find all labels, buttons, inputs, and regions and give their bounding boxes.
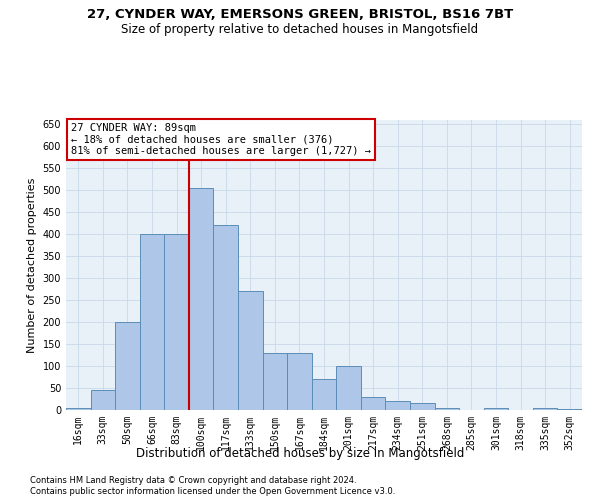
Bar <box>336 366 361 410</box>
Bar <box>189 188 214 410</box>
Bar <box>263 353 287 410</box>
Bar <box>115 322 140 410</box>
Bar <box>361 397 385 410</box>
Bar <box>140 234 164 410</box>
Bar <box>434 408 459 410</box>
Text: 27, CYNDER WAY, EMERSONS GREEN, BRISTOL, BS16 7BT: 27, CYNDER WAY, EMERSONS GREEN, BRISTOL,… <box>87 8 513 20</box>
Bar <box>312 379 336 410</box>
Bar <box>238 292 263 410</box>
Bar <box>287 353 312 410</box>
Bar <box>385 401 410 410</box>
Bar <box>557 409 582 410</box>
Bar <box>91 390 115 410</box>
Text: Contains public sector information licensed under the Open Government Licence v3: Contains public sector information licen… <box>30 488 395 496</box>
Text: Contains HM Land Registry data © Crown copyright and database right 2024.: Contains HM Land Registry data © Crown c… <box>30 476 356 485</box>
Bar <box>484 408 508 410</box>
Bar <box>410 404 434 410</box>
Text: Distribution of detached houses by size in Mangotsfield: Distribution of detached houses by size … <box>136 448 464 460</box>
Bar <box>214 226 238 410</box>
Y-axis label: Number of detached properties: Number of detached properties <box>27 178 37 352</box>
Text: 27 CYNDER WAY: 89sqm
← 18% of detached houses are smaller (376)
81% of semi-deta: 27 CYNDER WAY: 89sqm ← 18% of detached h… <box>71 123 371 156</box>
Text: Size of property relative to detached houses in Mangotsfield: Size of property relative to detached ho… <box>121 22 479 36</box>
Bar <box>164 234 189 410</box>
Bar <box>533 408 557 410</box>
Bar <box>66 408 91 410</box>
